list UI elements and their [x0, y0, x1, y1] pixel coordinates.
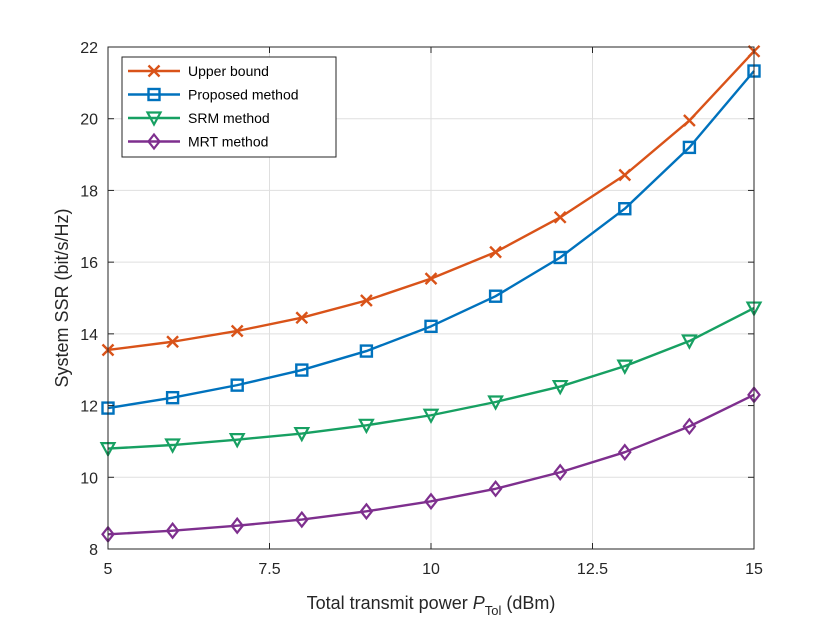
- data-point-upper-bound: [424, 272, 438, 285]
- x-tick-label: 15: [745, 561, 763, 578]
- data-point-upper-bound: [166, 335, 179, 349]
- y-tick-label: 16: [80, 255, 98, 272]
- legend-label-proposed-method: Proposed method: [188, 87, 299, 103]
- data-point-srm-method: [358, 418, 375, 435]
- data-point-upper-bound: [295, 311, 309, 325]
- data-point-srm-method: [293, 426, 311, 443]
- series-layer: [99, 44, 763, 544]
- series-proposed-method: [101, 64, 761, 415]
- series-line-proposed-method: [107, 70, 755, 410]
- data-point-srm-method: [228, 433, 246, 449]
- data-point-proposed-method: [682, 140, 697, 155]
- data-point-proposed-method: [424, 319, 438, 334]
- legend-entry-proposed-method: Proposed method: [128, 87, 299, 103]
- data-point-srm-method: [681, 334, 698, 350]
- data-point-srm-method: [164, 438, 181, 454]
- y-tick-label: 20: [80, 112, 98, 129]
- data-point-upper-bound: [683, 114, 696, 127]
- series-line-mrt-method: [107, 393, 755, 536]
- data-point-srm-method: [487, 395, 504, 411]
- data-point-proposed-method: [553, 250, 567, 265]
- legend-label-mrt-method: MRT method: [188, 134, 268, 150]
- y-tick-label: 10: [80, 470, 98, 487]
- data-point-mrt-method: [165, 521, 180, 540]
- legend-entry-srm-method: SRM method: [128, 110, 270, 127]
- y-tick-label: 14: [80, 327, 98, 344]
- data-point-srm-method: [616, 359, 634, 375]
- data-point-proposed-method: [230, 378, 244, 392]
- data-point-mrt-method: [617, 443, 632, 461]
- legend-marker-proposed-method: [147, 87, 161, 102]
- y-tick-label: 18: [80, 183, 98, 200]
- x-tick-label: 10: [422, 561, 440, 578]
- data-point-mrt-method: [424, 492, 438, 511]
- y-tick-label: 12: [80, 399, 98, 416]
- data-point-mrt-method: [230, 516, 245, 535]
- data-point-upper-bound: [553, 210, 567, 224]
- data-point-proposed-method: [618, 202, 632, 216]
- legend-marker-mrt-method: [147, 132, 161, 151]
- data-point-srm-method: [551, 379, 569, 396]
- x-tick-label: 12.5: [577, 561, 608, 578]
- legend-entry-mrt-method: MRT method: [128, 132, 268, 151]
- data-point-proposed-method: [165, 390, 180, 405]
- x-tick-label: 5: [104, 561, 113, 578]
- data-point-mrt-method: [294, 510, 309, 529]
- x-tick-label: 7.5: [258, 561, 280, 578]
- legend: Upper bound Proposed method SRM method MRT …: [121, 56, 337, 158]
- ticks: 5 7.5 10 12.5 15 8 10 12 14 16 18 20 22: [80, 40, 763, 578]
- legend-marker-upper-bound: [147, 64, 161, 78]
- data-point-mrt-method: [488, 479, 503, 498]
- x-axis-label: Total transmit power PTol (dBm): [307, 593, 556, 618]
- data-point-upper-bound: [489, 245, 502, 259]
- data-point-proposed-method: [295, 363, 309, 377]
- data-point-upper-bound: [360, 294, 373, 307]
- legend-marker-srm-method: [145, 111, 163, 127]
- data-point-mrt-method: [553, 463, 568, 482]
- y-tick-label: 22: [80, 40, 98, 57]
- data-point-proposed-method: [488, 289, 503, 303]
- y-axis-label: System SSR (bit/s/Hz): [52, 208, 72, 387]
- series-mrt-method: [101, 386, 761, 544]
- legend-label-upper-bound: Upper bound: [188, 63, 269, 79]
- data-point-proposed-method: [359, 344, 374, 358]
- y-tick-label: 8: [89, 542, 98, 559]
- legend-label-srm-method: SRM method: [188, 110, 270, 126]
- data-point-mrt-method: [359, 502, 374, 521]
- legend-entry-upper-bound: Upper bound: [128, 63, 269, 79]
- data-point-srm-method: [422, 408, 440, 425]
- data-point-upper-bound: [230, 324, 244, 338]
- data-point-mrt-method: [682, 417, 697, 436]
- series-line-srm-method: [107, 306, 755, 450]
- data-point-upper-bound: [618, 168, 632, 182]
